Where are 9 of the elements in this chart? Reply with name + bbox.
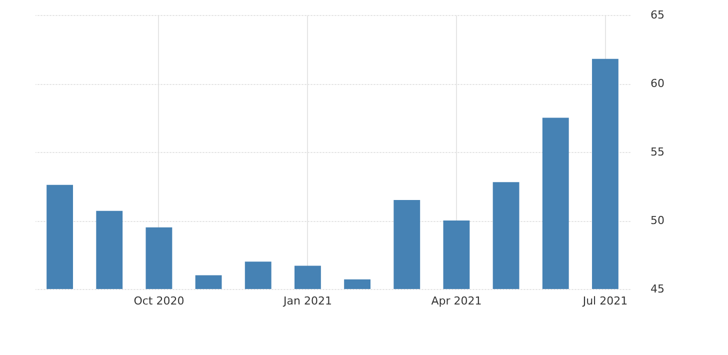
x-tick-label: Oct 2020: [134, 294, 184, 308]
y-tick-label: 50: [650, 214, 664, 227]
y-tick-label: 55: [650, 146, 664, 158]
x-tick-label: Jul 2021: [582, 294, 628, 308]
y-tick-label: 60: [650, 77, 664, 90]
x-tick-label: Apr 2021: [431, 294, 482, 308]
y-tick-label: 45: [650, 282, 664, 296]
y-tick-label: 65: [650, 8, 664, 22]
x-tick-label: Jan 2021: [282, 294, 332, 308]
